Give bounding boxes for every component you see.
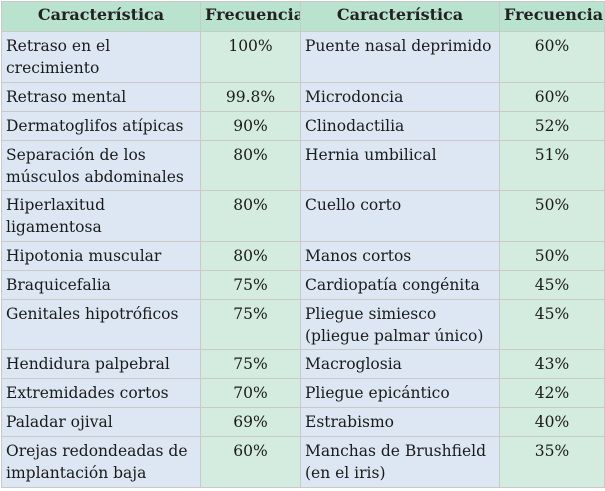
table-row: Separación de los músculos abdominales 8… — [1, 140, 605, 191]
frequency-cell: 60% — [499, 82, 605, 112]
frequency-cell: 75% — [200, 299, 301, 350]
characteristic-cell: Hipotonia muscular — [1, 241, 201, 271]
characteristic-cell: Orejas redondeadas de implantación baja — [1, 436, 201, 488]
characteristic-cell: Hendidura palpebral — [1, 349, 201, 379]
frequency-cell: 75% — [200, 349, 301, 379]
characteristic-cell: Macroglosia — [300, 349, 500, 379]
characteristic-cell: Separación de los músculos abdominales — [1, 140, 201, 191]
header-frequency-left: Frecuencia — [200, 1, 301, 32]
frequency-cell: 80% — [200, 140, 301, 191]
characteristic-cell: Dermatoglifos atípicas — [1, 111, 201, 141]
frequency-cell: 100% — [200, 31, 301, 83]
frequency-cell: 60% — [499, 31, 605, 83]
frequency-cell: 40% — [499, 407, 605, 437]
table-row: Orejas redondeadas de implantación baja … — [1, 436, 605, 488]
table-row: Extremidades cortos 70% Pliegue epicánti… — [1, 378, 605, 408]
frequency-cell: 80% — [200, 241, 301, 271]
table-row: Hiperlaxitud ligamentosa 80% Cuello cort… — [1, 190, 605, 242]
characteristic-cell: Braquicefalia — [1, 270, 201, 300]
characteristic-cell: Pliegue simiesco (pliegue palmar único) — [300, 299, 500, 350]
frequency-cell: 99.8% — [200, 82, 301, 112]
characteristic-cell: Retraso mental — [1, 82, 201, 112]
frequency-cell: 70% — [200, 378, 301, 408]
characteristic-cell: Hiperlaxitud ligamentosa — [1, 190, 201, 242]
frequency-cell: 90% — [200, 111, 301, 141]
table-row: Paladar ojival 69% Estrabismo 40% — [1, 407, 605, 437]
characteristic-cell: Manchas de Brushfield (en el iris) — [300, 436, 500, 488]
characteristic-cell: Pliegue epicántico — [300, 378, 500, 408]
frequency-cell: 80% — [200, 190, 301, 242]
characteristic-cell: Cuello corto — [300, 190, 500, 242]
header-characteristic-right: Característica — [300, 1, 500, 32]
frequency-cell: 50% — [499, 190, 605, 242]
table-row: Hipotonia muscular 80% Manos cortos 50% — [1, 241, 605, 271]
characteristic-cell: Retraso en el crecimiento — [1, 31, 201, 83]
characteristic-cell: Estrabismo — [300, 407, 500, 437]
frequency-cell: 35% — [499, 436, 605, 488]
table-row: Braquicefalia 75% Cardiopatía congénita … — [1, 270, 605, 300]
characteristic-cell: Cardiopatía congénita — [300, 270, 500, 300]
frequency-cell: 60% — [200, 436, 301, 488]
frequency-cell: 69% — [200, 407, 301, 437]
characteristic-cell: Genitales hipotróficos — [1, 299, 201, 350]
characteristic-cell: Hernia umbilical — [300, 140, 500, 191]
table-row: Genitales hipotróficos 75% Pliegue simie… — [1, 299, 605, 350]
characteristic-cell: Microdoncia — [300, 82, 500, 112]
frequency-cell: 52% — [499, 111, 605, 141]
characteristic-cell: Clinodactilia — [300, 111, 500, 141]
frequency-cell: 45% — [499, 299, 605, 350]
frequency-cell: 45% — [499, 270, 605, 300]
table-row: Hendidura palpebral 75% Macroglosia 43% — [1, 349, 605, 379]
header-frequency-right: Frecuencia — [499, 1, 605, 32]
characteristic-cell: Extremidades cortos — [1, 378, 201, 408]
characteristic-cell: Paladar ojival — [1, 407, 201, 437]
characteristic-cell: Puente nasal deprimido — [300, 31, 500, 83]
table-header-row: Característica Frecuencia Característica… — [1, 1, 605, 32]
frequency-cell: 43% — [499, 349, 605, 379]
frequency-cell: 51% — [499, 140, 605, 191]
frequency-cell: 42% — [499, 378, 605, 408]
frequency-cell: 75% — [200, 270, 301, 300]
table-row: Retraso en el crecimiento 100% Puente na… — [1, 31, 605, 83]
table-row: Retraso mental 99.8% Microdoncia 60% — [1, 82, 605, 112]
frequency-cell: 50% — [499, 241, 605, 271]
table-row: Dermatoglifos atípicas 90% Clinodactilia… — [1, 111, 605, 141]
header-characteristic-left: Característica — [1, 1, 201, 32]
characteristic-cell: Manos cortos — [300, 241, 500, 271]
